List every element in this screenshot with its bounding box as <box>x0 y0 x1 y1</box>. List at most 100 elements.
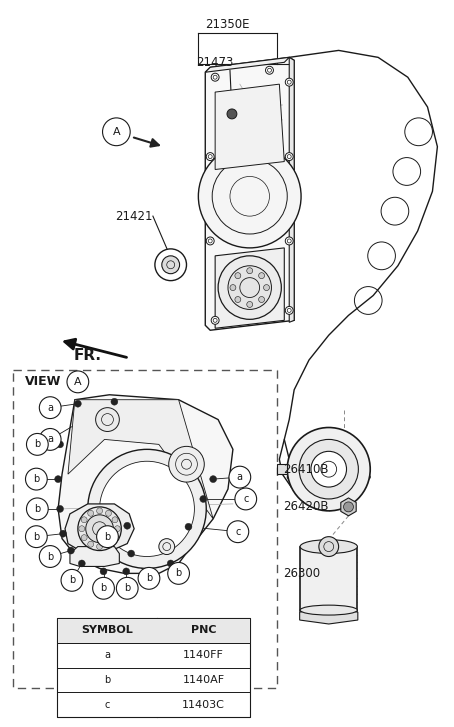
Text: b: b <box>33 531 39 542</box>
Circle shape <box>167 560 174 567</box>
Circle shape <box>285 237 293 245</box>
Circle shape <box>299 439 358 499</box>
Circle shape <box>111 398 118 405</box>
Text: 26300: 26300 <box>283 567 321 580</box>
Bar <box>57 692 250 718</box>
Ellipse shape <box>300 605 357 615</box>
Circle shape <box>123 568 130 575</box>
Circle shape <box>285 79 293 86</box>
Circle shape <box>97 508 103 514</box>
Circle shape <box>228 266 271 310</box>
Circle shape <box>93 577 114 599</box>
Polygon shape <box>277 465 287 474</box>
Circle shape <box>211 316 219 324</box>
Circle shape <box>259 273 265 278</box>
Circle shape <box>81 517 87 523</box>
Text: 1140FF: 1140FF <box>183 650 224 660</box>
Polygon shape <box>289 57 294 322</box>
Text: 21421: 21421 <box>115 209 153 222</box>
Circle shape <box>99 461 194 556</box>
Circle shape <box>235 297 241 302</box>
Circle shape <box>105 510 111 516</box>
Text: PNC: PNC <box>191 625 216 635</box>
Text: a: a <box>237 472 243 482</box>
Text: b: b <box>34 504 40 514</box>
Bar <box>57 618 250 718</box>
Circle shape <box>285 307 293 314</box>
Circle shape <box>210 475 217 483</box>
Text: a: a <box>47 435 53 444</box>
Text: 1140AF: 1140AF <box>183 675 225 685</box>
Text: c: c <box>243 494 248 504</box>
Circle shape <box>39 397 61 419</box>
Circle shape <box>198 145 301 248</box>
Circle shape <box>138 568 160 590</box>
Circle shape <box>155 249 187 281</box>
Circle shape <box>88 449 206 569</box>
Polygon shape <box>300 608 358 624</box>
Circle shape <box>168 563 189 585</box>
Circle shape <box>235 273 241 278</box>
Circle shape <box>116 577 138 599</box>
Circle shape <box>211 73 219 81</box>
Circle shape <box>39 545 61 568</box>
Circle shape <box>227 109 237 119</box>
Circle shape <box>287 427 370 511</box>
Circle shape <box>200 496 207 502</box>
Circle shape <box>266 66 273 74</box>
Circle shape <box>162 256 180 273</box>
Text: c: c <box>104 700 110 710</box>
Text: FR.: FR. <box>74 348 102 363</box>
Text: b: b <box>104 675 110 685</box>
Circle shape <box>218 256 281 319</box>
Polygon shape <box>215 84 284 169</box>
Circle shape <box>54 475 62 483</box>
Text: c: c <box>235 526 241 537</box>
Circle shape <box>185 523 192 530</box>
Circle shape <box>99 672 115 688</box>
Circle shape <box>206 237 214 245</box>
Text: b: b <box>124 583 130 593</box>
Circle shape <box>25 468 47 490</box>
Polygon shape <box>205 57 289 72</box>
Circle shape <box>74 401 81 407</box>
Text: b: b <box>47 552 53 561</box>
Text: SYMBOL: SYMBOL <box>81 625 133 635</box>
Text: b: b <box>104 531 111 542</box>
Bar <box>13 370 277 688</box>
Polygon shape <box>68 400 213 519</box>
Circle shape <box>247 268 253 273</box>
Polygon shape <box>215 248 284 329</box>
Circle shape <box>259 297 265 302</box>
Circle shape <box>128 550 135 557</box>
Circle shape <box>247 302 253 308</box>
Polygon shape <box>65 504 134 553</box>
Text: VIEW: VIEW <box>25 375 61 388</box>
Polygon shape <box>70 547 119 566</box>
Circle shape <box>103 118 130 145</box>
Circle shape <box>227 521 249 542</box>
Circle shape <box>99 697 115 712</box>
Circle shape <box>61 569 83 591</box>
Circle shape <box>79 526 85 531</box>
Circle shape <box>97 526 118 547</box>
Bar <box>57 667 250 692</box>
Text: b: b <box>69 575 75 585</box>
Text: 11403C: 11403C <box>182 700 225 710</box>
Polygon shape <box>205 57 294 330</box>
Text: 21473: 21473 <box>197 56 234 69</box>
Circle shape <box>39 428 61 450</box>
Circle shape <box>169 446 204 482</box>
Circle shape <box>88 510 94 516</box>
Text: 26420B: 26420B <box>283 500 329 513</box>
Circle shape <box>319 537 339 556</box>
Text: b: b <box>33 474 39 484</box>
Text: A: A <box>74 377 82 387</box>
Circle shape <box>112 517 118 523</box>
Circle shape <box>105 541 111 547</box>
Circle shape <box>68 547 74 554</box>
Circle shape <box>344 502 353 512</box>
Circle shape <box>311 451 346 487</box>
Circle shape <box>124 522 131 529</box>
Circle shape <box>99 647 115 663</box>
